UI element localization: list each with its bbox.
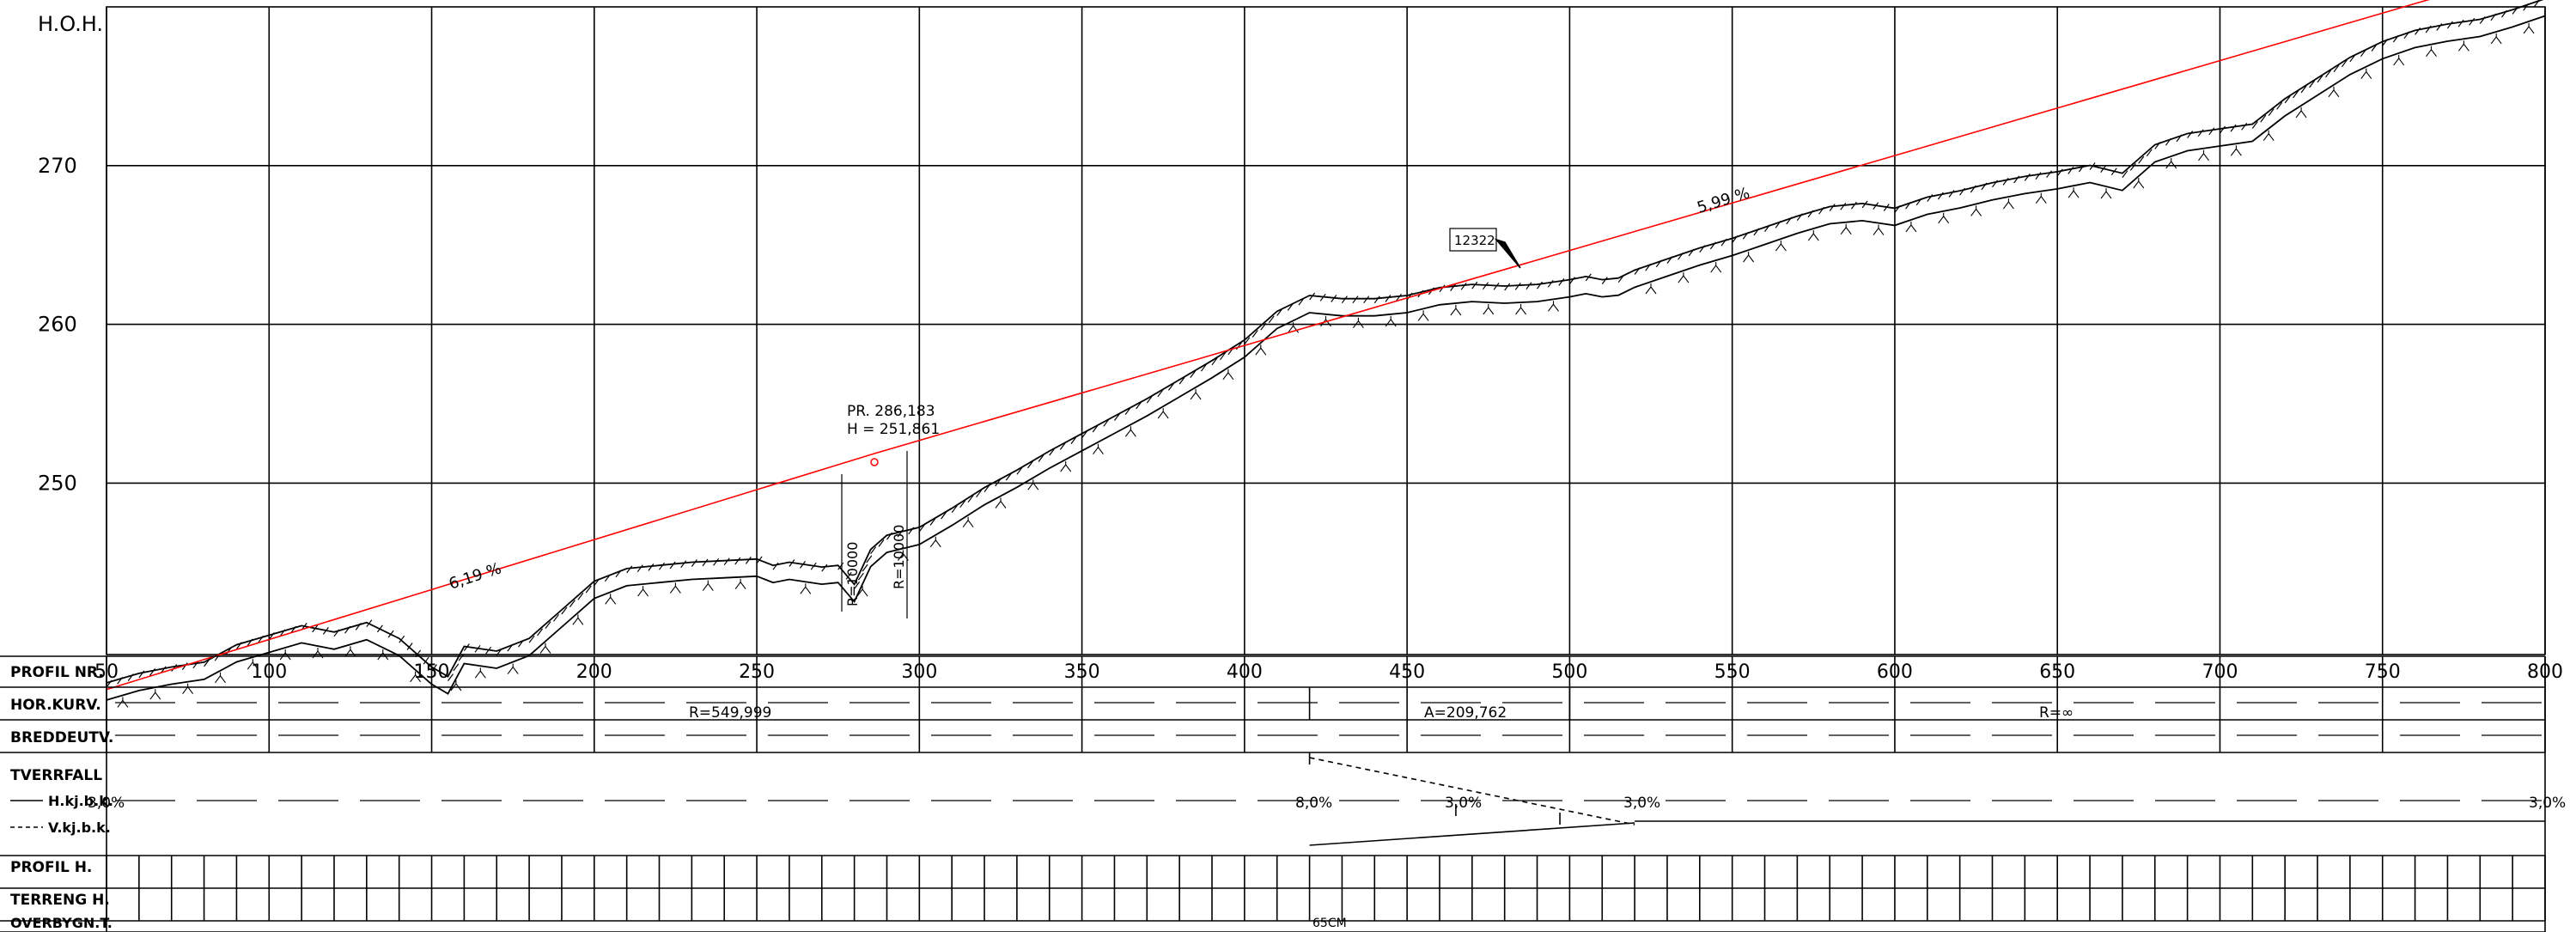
- band-label-h-kjbk: H.kj.b.k.: [48, 793, 113, 809]
- band-label-hor-kurv: HOR.KURV.: [10, 697, 101, 714]
- hor-curve-radius-2: R=∞: [2039, 704, 2074, 722]
- data-band: [0, 655, 2546, 932]
- crossfall-mid-1: 8,0%: [1295, 795, 1332, 812]
- crossfall-mid-3: 3,0%: [1623, 795, 1660, 812]
- station-tick-label: 50: [94, 661, 119, 683]
- curve-radius-left: R=10000: [844, 542, 861, 606]
- vertex-elevation-label: H = 251,861: [847, 421, 940, 438]
- crossfall-transition-left: [1309, 757, 1635, 825]
- grade-label-left: 6,19 %: [447, 559, 503, 593]
- band-label-profil-nr: PROFIL NR.: [10, 664, 104, 681]
- elevation-labels: 250 260 270: [38, 154, 77, 496]
- station-tick-label: 800: [2527, 661, 2563, 683]
- station-tick-label: 500: [1551, 661, 1587, 683]
- grade-polyline: [106, 0, 2430, 691]
- tag-arrow: [1494, 238, 1521, 269]
- station-tick-label: 400: [1227, 661, 1263, 683]
- crossfall-end: 3,0%: [2529, 795, 2566, 812]
- station-tick-label: 200: [576, 661, 612, 683]
- elevation-tick-label: 260: [38, 313, 77, 337]
- terrain-bottom-line: [106, 15, 2546, 701]
- station-tick-label: 300: [901, 661, 937, 683]
- vertex-station-label: PR. 286,183: [847, 403, 935, 420]
- crossfall-transition-right: [1309, 822, 1635, 846]
- crossfall-start: 3,0%: [88, 795, 125, 812]
- curve-radius-right: R=10000: [891, 525, 907, 589]
- band-label-v-kjbk: V.kj.b.k.: [48, 819, 111, 836]
- hor-curve-radius-1: R=549,999: [689, 704, 771, 722]
- station-tick-label: 700: [2201, 661, 2238, 683]
- station-tick-label: 350: [1064, 661, 1100, 683]
- elevation-tick-label: 250: [38, 471, 77, 495]
- station-tick-label: 650: [2039, 661, 2075, 683]
- terrain-profile: [106, 0, 2546, 708]
- station-tick-label: 150: [414, 661, 450, 683]
- station-labels: 50 100 150 200 250 300 350 400 450 500 550 600 650 70…: [94, 661, 2563, 683]
- elevation-tick-label: 270: [38, 154, 77, 178]
- station-tick-label: 550: [1714, 661, 1751, 683]
- tag-box: [1449, 228, 1497, 252]
- terrain-fill-symbols: [117, 22, 2535, 708]
- tag-label: 12322: [1454, 233, 1495, 248]
- profile-grid: [106, 6, 2546, 655]
- station-tick-label: 750: [2365, 661, 2401, 683]
- band-label-overbygn: OVERBYGN.T.: [10, 915, 113, 931]
- station-tick-label: 100: [251, 661, 287, 683]
- grade-label-right: 5,99 %: [1695, 184, 1751, 216]
- band-label-tverrfall: TVERRFALL: [10, 767, 102, 784]
- band-label-breddeutv: BREDDEUTV.: [10, 729, 113, 746]
- vertex-marker: [870, 458, 879, 466]
- elevation-axis-title: H.O.H.: [38, 12, 103, 36]
- grade-line: [106, 0, 2430, 691]
- crossfall-mid-2: 3,0%: [1445, 795, 1482, 812]
- station-tick-label: 450: [1389, 661, 1425, 683]
- station-tick-label: 600: [1877, 661, 1913, 683]
- hor-curve-clothoid: A=209,762: [1424, 704, 1507, 722]
- overbygn-value: 65CM: [1312, 917, 1347, 930]
- band-label-terreng-h: TERRENG H.: [10, 892, 110, 909]
- band-label-profil-h: PROFIL H.: [10, 859, 92, 876]
- station-tick-label: 250: [739, 661, 775, 683]
- grid-frame: [106, 6, 2546, 655]
